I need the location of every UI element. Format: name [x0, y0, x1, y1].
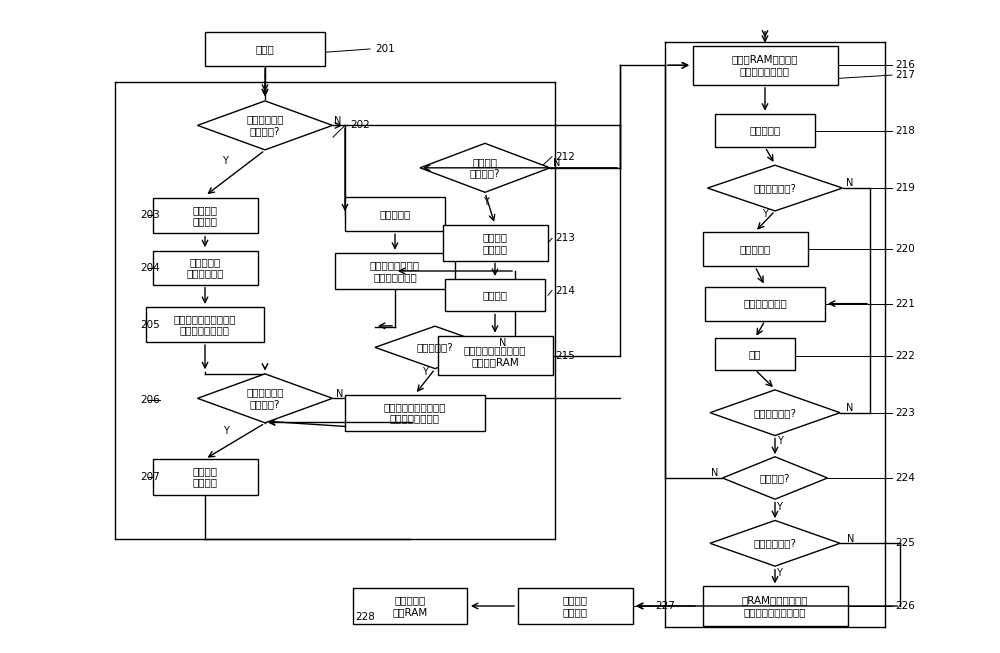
Text: N: N	[846, 178, 854, 189]
Text: 205: 205	[140, 319, 160, 330]
Text: 需要反向返回?: 需要反向返回?	[754, 538, 796, 549]
Text: 读取用户操作命令
控制机器人移动: 读取用户操作命令 控制机器人移动	[370, 260, 420, 282]
FancyBboxPatch shape	[205, 32, 325, 66]
Text: 收到路径记录
结束命令?: 收到路径记录 结束命令?	[246, 387, 284, 409]
FancyBboxPatch shape	[702, 232, 808, 266]
Text: 224: 224	[895, 473, 915, 483]
Text: 204: 204	[140, 263, 160, 273]
Text: 221: 221	[895, 298, 915, 309]
FancyBboxPatch shape	[152, 197, 258, 233]
Text: 对RAM中对应路径记
录的状态信息反转放置: 对RAM中对应路径记 录的状态信息反转放置	[742, 595, 808, 617]
Text: Y: Y	[776, 567, 782, 578]
Text: 读取起始位置电子指南
针方向信息并存储: 读取起始位置电子指南 针方向信息并存储	[174, 313, 236, 336]
Text: 移动模式
指示灯亮: 移动模式 指示灯亮	[482, 232, 508, 254]
Text: 228: 228	[355, 612, 375, 622]
FancyBboxPatch shape	[705, 287, 825, 321]
FancyBboxPatch shape	[152, 251, 258, 285]
Text: Y: Y	[222, 155, 228, 166]
FancyBboxPatch shape	[715, 114, 815, 147]
FancyBboxPatch shape	[335, 253, 455, 289]
Text: 到达路线终点?: 到达路线终点?	[754, 407, 796, 418]
Text: N: N	[711, 468, 719, 479]
Text: 移动模式
指示灯灭: 移动模式 指示灯灭	[562, 595, 588, 617]
Text: 226: 226	[895, 601, 915, 611]
Text: 225: 225	[895, 538, 915, 549]
Text: N: N	[336, 389, 344, 399]
Text: 213: 213	[555, 233, 575, 244]
FancyBboxPatch shape	[702, 586, 848, 626]
Text: 收到移动
开始命令?: 收到移动 开始命令?	[470, 157, 500, 179]
Polygon shape	[420, 144, 550, 192]
Text: 收到路径记录
开始命令?: 收到路径记录 开始命令?	[246, 114, 284, 136]
FancyBboxPatch shape	[692, 46, 838, 85]
Text: 检测到障碍物?: 检测到障碍物?	[754, 183, 796, 193]
Text: Y: Y	[483, 197, 489, 208]
Text: 读取当前位置电子指南
针方向信息并存储: 读取当前位置电子指南 针方向信息并存储	[384, 402, 446, 424]
Polygon shape	[708, 165, 842, 211]
Text: Y: Y	[777, 436, 783, 447]
Text: Y: Y	[223, 426, 229, 436]
FancyBboxPatch shape	[442, 225, 548, 261]
FancyBboxPatch shape	[438, 336, 552, 375]
Polygon shape	[375, 326, 495, 368]
Text: N: N	[847, 534, 855, 544]
Text: 机器人继续移动: 机器人继续移动	[743, 298, 787, 309]
Text: 214: 214	[555, 285, 575, 296]
Text: N: N	[846, 403, 854, 413]
Text: N: N	[553, 158, 561, 168]
FancyBboxPatch shape	[445, 279, 545, 311]
Text: 为路径记录
分配存储空间: 为路径记录 分配存储空间	[186, 257, 224, 279]
FancyBboxPatch shape	[345, 394, 485, 431]
Polygon shape	[710, 520, 840, 566]
Text: 203: 203	[140, 210, 160, 221]
Text: 分析命令: 分析命令	[482, 290, 508, 300]
Text: 电机停止，
清空RAM: 电机停止， 清空RAM	[392, 595, 428, 617]
Text: 223: 223	[895, 407, 915, 418]
Text: 从存储器中读取对应路
径记录到RAM: 从存储器中读取对应路 径记录到RAM	[464, 345, 526, 367]
Text: 定时时间到?: 定时时间到?	[417, 342, 453, 353]
FancyBboxPatch shape	[345, 197, 445, 231]
Text: 227: 227	[655, 601, 675, 611]
Text: 218: 218	[895, 125, 915, 136]
Text: 217: 217	[895, 70, 915, 80]
Text: 222: 222	[895, 351, 915, 361]
Text: 202: 202	[350, 120, 370, 131]
FancyBboxPatch shape	[518, 588, 633, 624]
Text: 219: 219	[895, 183, 915, 193]
Polygon shape	[198, 374, 332, 423]
Text: 机器人移动: 机器人移动	[749, 125, 781, 136]
Text: N: N	[499, 338, 507, 348]
Text: Y: Y	[422, 367, 428, 377]
Text: 完成任务?: 完成任务?	[760, 473, 790, 483]
Text: Y: Y	[776, 502, 782, 512]
Text: 215: 215	[555, 351, 575, 361]
Text: 记录模式
指示灯亮: 记录模式 指示灯亮	[192, 204, 218, 227]
Polygon shape	[710, 390, 840, 436]
Polygon shape	[198, 101, 332, 150]
Text: Y: Y	[762, 209, 768, 219]
FancyBboxPatch shape	[152, 458, 258, 495]
Text: 记录模式
指示灯灭: 记录模式 指示灯灭	[192, 466, 218, 488]
Text: N: N	[334, 116, 342, 126]
Text: 延时: 延时	[749, 349, 761, 359]
Text: 依次从RAM中读取路
径记录的状态信息: 依次从RAM中读取路 径记录的状态信息	[732, 54, 798, 76]
Text: 初始化: 初始化	[256, 44, 274, 54]
Text: 开启定时器: 开启定时器	[379, 209, 411, 219]
Text: 201: 201	[375, 44, 395, 54]
Text: 212: 212	[555, 151, 575, 162]
Polygon shape	[722, 457, 828, 499]
Text: 避开障碍物: 避开障碍物	[739, 244, 771, 255]
FancyBboxPatch shape	[352, 588, 467, 624]
Text: 220: 220	[895, 244, 915, 255]
Text: 216: 216	[895, 60, 915, 71]
Text: 207: 207	[140, 471, 160, 482]
Text: 206: 206	[140, 394, 160, 405]
FancyBboxPatch shape	[146, 307, 264, 342]
FancyBboxPatch shape	[715, 338, 795, 370]
